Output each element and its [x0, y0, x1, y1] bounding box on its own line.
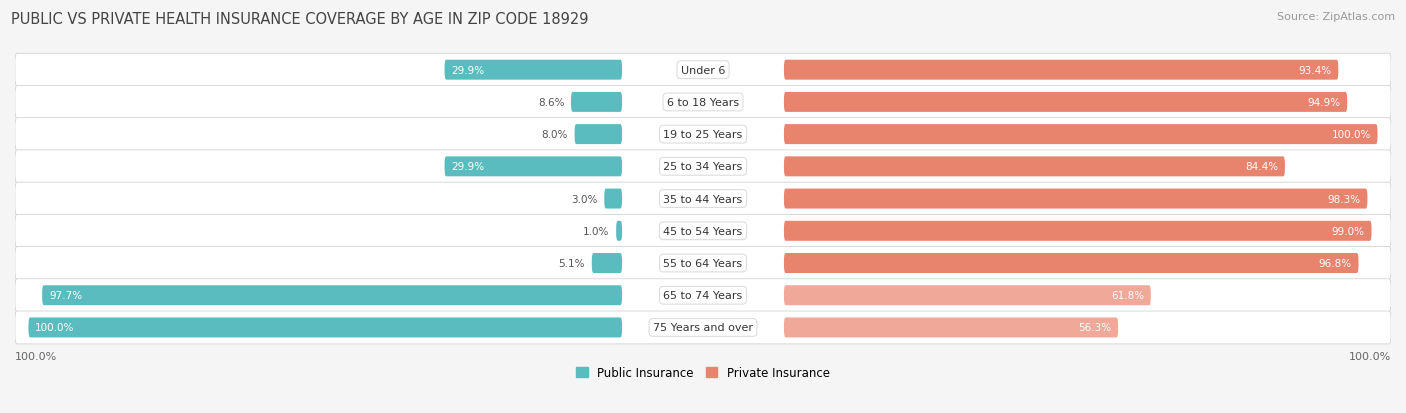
- Text: 19 to 25 Years: 19 to 25 Years: [664, 130, 742, 140]
- Text: 1.0%: 1.0%: [583, 226, 609, 236]
- Text: 96.8%: 96.8%: [1319, 259, 1351, 268]
- FancyBboxPatch shape: [15, 54, 1391, 87]
- FancyBboxPatch shape: [444, 157, 621, 177]
- FancyBboxPatch shape: [785, 318, 1118, 337]
- FancyBboxPatch shape: [15, 183, 1391, 216]
- Text: 8.0%: 8.0%: [541, 130, 568, 140]
- Text: 97.7%: 97.7%: [49, 290, 82, 301]
- Text: 100.0%: 100.0%: [35, 323, 75, 332]
- Text: 29.9%: 29.9%: [451, 66, 485, 76]
- FancyBboxPatch shape: [785, 285, 1150, 306]
- FancyBboxPatch shape: [785, 189, 1368, 209]
- Text: 65 to 74 Years: 65 to 74 Years: [664, 290, 742, 301]
- Text: 35 to 44 Years: 35 to 44 Years: [664, 194, 742, 204]
- Text: 99.0%: 99.0%: [1331, 226, 1365, 236]
- FancyBboxPatch shape: [592, 254, 621, 273]
- Text: 8.6%: 8.6%: [537, 97, 564, 108]
- Text: Source: ZipAtlas.com: Source: ZipAtlas.com: [1277, 12, 1395, 22]
- FancyBboxPatch shape: [785, 61, 1339, 81]
- Text: Under 6: Under 6: [681, 66, 725, 76]
- Text: 100.0%: 100.0%: [1331, 130, 1371, 140]
- Legend: Public Insurance, Private Insurance: Public Insurance, Private Insurance: [571, 362, 835, 384]
- Text: PUBLIC VS PRIVATE HEALTH INSURANCE COVERAGE BY AGE IN ZIP CODE 18929: PUBLIC VS PRIVATE HEALTH INSURANCE COVER…: [11, 12, 589, 27]
- FancyBboxPatch shape: [15, 247, 1391, 280]
- FancyBboxPatch shape: [605, 189, 621, 209]
- Text: 61.8%: 61.8%: [1111, 290, 1144, 301]
- FancyBboxPatch shape: [15, 86, 1391, 119]
- FancyBboxPatch shape: [15, 119, 1391, 151]
- FancyBboxPatch shape: [785, 221, 1372, 241]
- Text: 75 Years and over: 75 Years and over: [652, 323, 754, 332]
- Text: 100.0%: 100.0%: [15, 351, 58, 361]
- FancyBboxPatch shape: [15, 151, 1391, 183]
- Text: 3.0%: 3.0%: [571, 194, 598, 204]
- FancyBboxPatch shape: [15, 311, 1391, 344]
- Text: 56.3%: 56.3%: [1078, 323, 1111, 332]
- Text: 6 to 18 Years: 6 to 18 Years: [666, 97, 740, 108]
- Text: 94.9%: 94.9%: [1308, 97, 1340, 108]
- FancyBboxPatch shape: [15, 279, 1391, 312]
- Text: 100.0%: 100.0%: [1348, 351, 1391, 361]
- Text: 45 to 54 Years: 45 to 54 Years: [664, 226, 742, 236]
- FancyBboxPatch shape: [785, 125, 1378, 145]
- FancyBboxPatch shape: [28, 318, 621, 337]
- FancyBboxPatch shape: [785, 93, 1347, 113]
- FancyBboxPatch shape: [616, 221, 621, 241]
- FancyBboxPatch shape: [42, 285, 621, 306]
- Text: 98.3%: 98.3%: [1327, 194, 1361, 204]
- Text: 55 to 64 Years: 55 to 64 Years: [664, 259, 742, 268]
- Text: 25 to 34 Years: 25 to 34 Years: [664, 162, 742, 172]
- Text: 93.4%: 93.4%: [1299, 66, 1331, 76]
- Text: 84.4%: 84.4%: [1246, 162, 1278, 172]
- Text: 29.9%: 29.9%: [451, 162, 485, 172]
- FancyBboxPatch shape: [785, 254, 1358, 273]
- FancyBboxPatch shape: [571, 93, 621, 113]
- FancyBboxPatch shape: [15, 215, 1391, 248]
- FancyBboxPatch shape: [785, 157, 1285, 177]
- FancyBboxPatch shape: [575, 125, 621, 145]
- Text: 5.1%: 5.1%: [558, 259, 585, 268]
- FancyBboxPatch shape: [444, 61, 621, 81]
